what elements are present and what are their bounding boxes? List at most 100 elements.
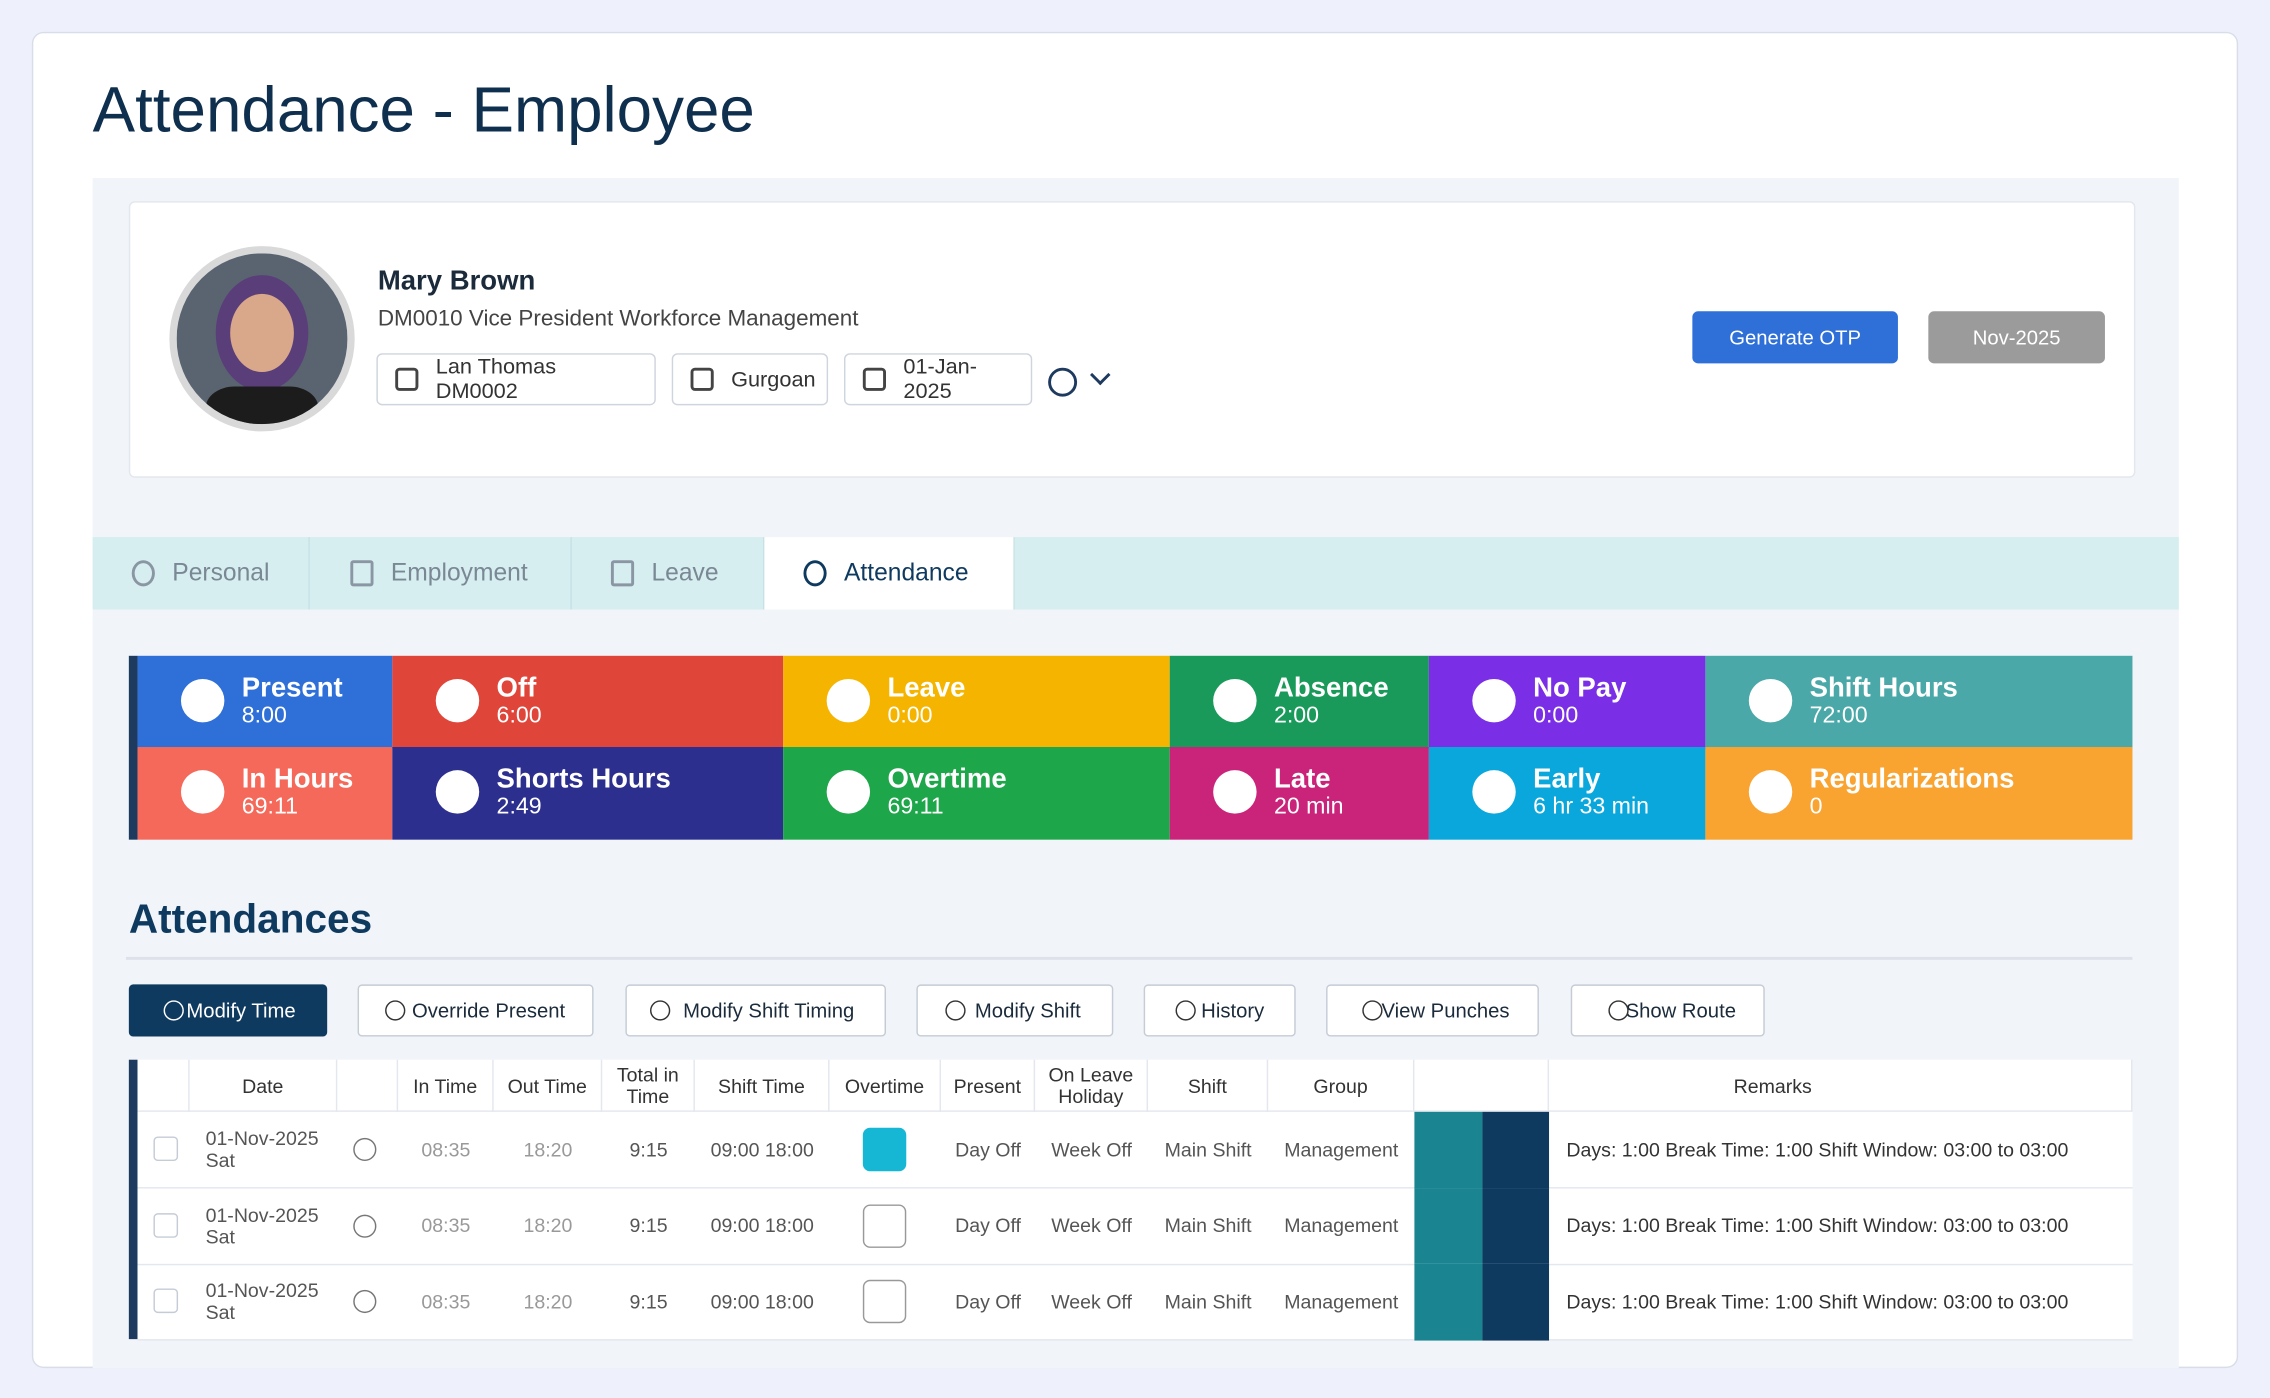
stat-value: 72:00 (1809, 703, 1868, 729)
calc-button[interactable] (1414, 1111, 1483, 1188)
tab[interactable]: Employment (311, 537, 572, 610)
overtime-icon[interactable] (862, 1127, 907, 1172)
cell: Week Off (1051, 1214, 1132, 1237)
cell: 09:00 18:00 (710, 1214, 814, 1237)
action-button[interactable]: History (1143, 984, 1296, 1037)
action-button[interactable]: Modify Shift Timing (625, 984, 886, 1037)
column-header: Group (1268, 1059, 1415, 1112)
date: 01-Nov-2025 (205, 1279, 319, 1302)
cell: Main Shift (1164, 1290, 1252, 1313)
overtime-icon[interactable] (862, 1279, 907, 1324)
stat-icon (435, 678, 480, 723)
stat-value: 8:00 (241, 703, 287, 729)
stat-label: Late (1273, 764, 1331, 795)
plus-icon (1175, 1000, 1197, 1021)
punch-icon[interactable] (353, 1213, 377, 1238)
punch-icon[interactable] (353, 1289, 377, 1314)
info-chip: Gurgoan (671, 353, 829, 406)
stat-label: Shorts Hours (496, 764, 671, 795)
row-checkbox[interactable] (153, 1212, 179, 1238)
stat-icon (180, 678, 225, 723)
calc-button[interactable] (1482, 1263, 1550, 1340)
action-button[interactable]: Override Present (357, 984, 594, 1037)
action-button[interactable]: Modify Time (128, 984, 328, 1037)
cell: Management (1284, 1214, 1399, 1237)
day: Sat (205, 1149, 235, 1172)
column-header: Out Time (494, 1059, 603, 1112)
action-button[interactable]: Modify Shift (916, 984, 1114, 1037)
tab[interactable]: Personal (93, 537, 310, 610)
plus-icon (945, 1000, 966, 1021)
remarks-cell: Days: 1:00 Break Time: 1:00 Shift Window… (1566, 1214, 2069, 1237)
stat-label: Regularizations (1809, 764, 2015, 795)
stat-tile: In Hours 69:11 (137, 747, 393, 840)
day: Sat (205, 1225, 235, 1248)
stat-tile: No Pay 0:00 (1428, 655, 1706, 749)
stat-label: Overtime (887, 764, 1007, 795)
date-cell: 01-Nov-2025 Sat (206, 1112, 336, 1187)
stat-tile: Present 8:00 (137, 655, 393, 749)
cell: 9:15 (629, 1214, 668, 1237)
cell: 18:20 (523, 1214, 573, 1237)
action-button[interactable]: View Punches (1326, 984, 1539, 1037)
column-header (1414, 1059, 1550, 1112)
calc-button[interactable] (1414, 1187, 1483, 1264)
info-chip: Lan Thomas DM0002 (376, 353, 656, 406)
overtime-icon[interactable] (862, 1203, 907, 1248)
column-header: Shift (1148, 1059, 1269, 1112)
stat-value: 0 (1809, 794, 1823, 820)
month-button[interactable]: Nov-2025 (1928, 311, 2105, 364)
column-header (138, 1059, 190, 1112)
chip-icon (862, 367, 886, 391)
cell: 09:00 18:00 (710, 1290, 814, 1313)
stat-value: 69:11 (887, 794, 944, 820)
column-header: Shift Time (695, 1059, 830, 1112)
stat-icon (1213, 678, 1257, 723)
tab[interactable]: Attendance (764, 537, 1015, 610)
remarks-cell: Days: 1:00 Break Time: 1:00 Shift Window… (1566, 1290, 2069, 1313)
date-cell: 01-Nov-2025 Sat (206, 1264, 336, 1339)
column-header: Overtime (830, 1059, 942, 1112)
date: 01-Nov-2025 (205, 1127, 319, 1150)
cell: Main Shift (1164, 1138, 1252, 1161)
stat-tile: Regularizations 0 (1705, 747, 2133, 840)
stat-tile: Leave 0:00 (783, 655, 1170, 749)
plus-icon (1362, 1000, 1383, 1021)
page-title: Attendance - Employee (92, 75, 755, 147)
stat-tile: Late 20 min (1169, 747, 1429, 840)
chip-icon (690, 367, 714, 391)
row-checkbox[interactable] (153, 1288, 179, 1314)
stat-icon (826, 770, 871, 814)
divider (125, 956, 2133, 960)
avatar (169, 246, 355, 432)
tab-icon (131, 560, 155, 587)
tabs-bar (92, 537, 2179, 610)
plus-icon (163, 1000, 184, 1021)
punch-icon[interactable] (353, 1137, 377, 1162)
calc-button[interactable] (1414, 1263, 1483, 1340)
stat-value: 2:00 (1273, 703, 1320, 729)
tab-icon (803, 560, 827, 587)
action-button[interactable]: Show Route (1570, 984, 1765, 1037)
stat-value: 20 min (1273, 794, 1344, 820)
stat-tile: Shorts Hours 2:49 (392, 747, 784, 840)
row-checkbox[interactable] (153, 1136, 179, 1162)
calc-button[interactable] (1482, 1187, 1550, 1264)
cell: Management (1284, 1138, 1399, 1161)
stat-tile: Absence 2:00 (1169, 655, 1429, 749)
row-line (137, 1263, 2133, 1265)
stat-icon (1748, 770, 1793, 814)
generate-otp-button[interactable]: Generate OTP (1692, 311, 1898, 364)
info-icon[interactable] (1048, 367, 1078, 397)
calc-button[interactable] (1482, 1111, 1550, 1188)
cell: Management (1284, 1290, 1399, 1313)
column-header: Remarks (1414, 1059, 2133, 1112)
tab[interactable]: Leave (572, 537, 765, 610)
day: Sat (205, 1301, 235, 1324)
stat-label: Leave (887, 673, 966, 704)
employee-subtitle: DM0010 Vice President Workforce Manageme… (377, 306, 859, 332)
stat-tile: Overtime 69:11 (783, 747, 1170, 840)
cell: 9:15 (629, 1290, 668, 1313)
stat-label: Present (241, 673, 343, 704)
